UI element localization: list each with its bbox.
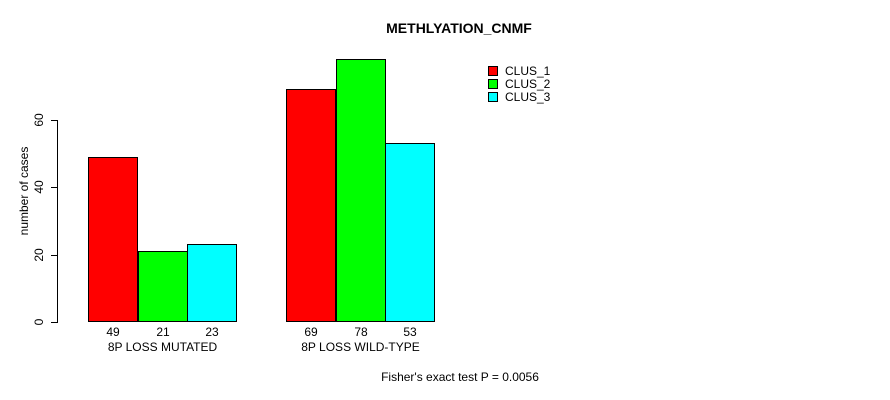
y-tick-mark [51,255,57,256]
bar-value-label: 49 [106,325,120,339]
category-label-8p-loss-mutated: 8P LOSS MUTATED [107,340,218,354]
y-tick-mark [51,120,57,121]
legend-swatch-clus-2 [488,78,498,89]
y-tick-label: 0 [32,318,46,326]
y-axis-line [57,120,58,323]
legend: CLUS_1 CLUS_2 CLUS_3 [488,64,550,104]
bar-value-label: 78 [354,325,368,339]
chart-title: METHLYATION_CNMF [386,20,532,36]
y-tick-mark [51,187,57,188]
bar-clus_2-group1 [138,251,188,322]
y-tick-label: 20 [32,248,46,262]
legend-item-clus-1: CLUS_1 [488,64,550,77]
legend-label-clus-1: CLUS_1 [505,63,551,78]
legend-label-clus-2: CLUS_2 [505,76,551,91]
bar-value-label: 69 [304,325,318,339]
legend-swatch-clus-1 [488,65,498,76]
bar-clus_3-group1 [187,244,237,322]
legend-item-clus-2: CLUS_2 [488,77,550,90]
legend-swatch-clus-3 [488,92,498,103]
bar-clus_3-group2 [385,143,435,322]
bar-clus_2-group2 [336,59,386,322]
legend-item-clus-3: CLUS_3 [488,91,550,104]
y-tick-label: 60 [32,113,46,127]
bar-clus_1-group2 [286,89,336,322]
y-axis-label: number of cases [17,146,31,236]
bar-value-label: 21 [156,325,170,339]
bar-value-label: 23 [205,325,219,339]
y-tick-label: 40 [32,180,46,194]
y-tick-mark [51,322,57,323]
category-label-8p-loss-wild-type: 8P LOSS WILD-TYPE [301,340,420,354]
legend-label-clus-3: CLUS_3 [505,90,551,105]
bar-value-label: 53 [403,325,417,339]
annotation-text: Fisher's exact test P = 0.0056 [381,370,539,384]
bar-clus_1-group1 [88,157,138,322]
